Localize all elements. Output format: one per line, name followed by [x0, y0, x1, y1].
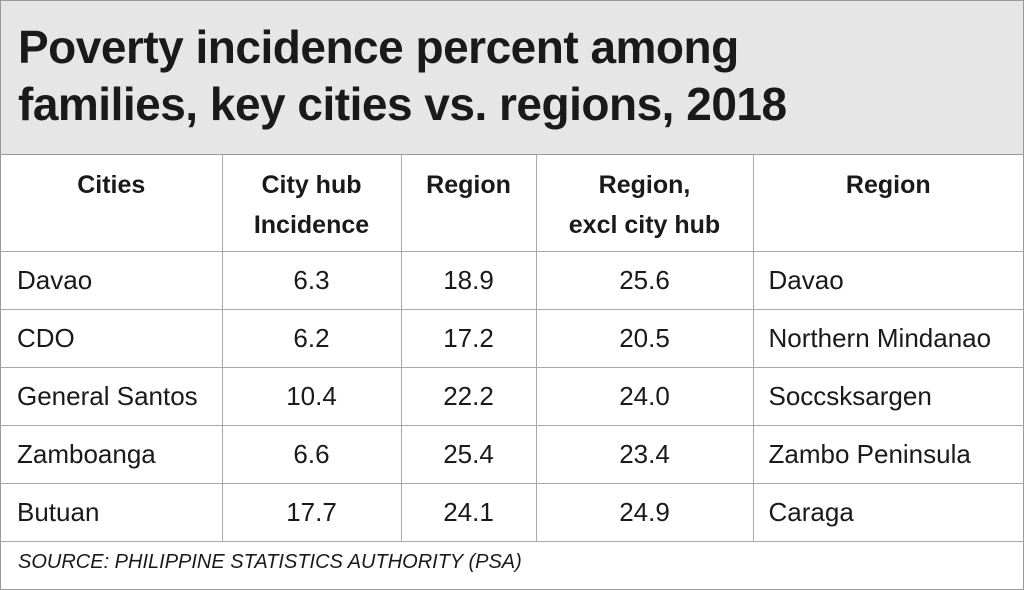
city-hub-incidence-cell: 6.6: [222, 425, 402, 484]
city-cell: Zamboanga: [1, 425, 223, 484]
region-name-cell: Soccsksargen: [753, 367, 1023, 426]
header-region-incidence: Region: [401, 155, 537, 252]
table-body: Davao 6.3 18.9 25.6 Davao CDO 6.2 17.2 20.5 North…: [1, 251, 1023, 542]
title-banner: Poverty incidence percent among families…: [1, 1, 1023, 155]
table-row: Zamboanga 6.6 25.4 23.4 Zambo Peninsula: [1, 425, 1023, 484]
city-cell: General Santos: [1, 367, 223, 426]
city-hub-incidence-cell: 6.3: [222, 251, 402, 310]
source-note: SOURCE: PHILIPPINE STATISTICS AUTHORITY …: [18, 551, 522, 573]
city-hub-incidence-cell: 17.7: [222, 483, 402, 542]
region-excl-city-hub-cell: 25.6: [536, 251, 754, 310]
header-region-excl-city-hub: Region, excl city hub: [536, 155, 754, 252]
region-name-cell: Caraga: [753, 483, 1023, 542]
header-cities: Cities: [1, 155, 223, 252]
title-line-1: Poverty incidence percent among: [18, 21, 739, 73]
city-cell: Butuan: [1, 483, 223, 542]
region-incidence-cell: 25.4: [401, 425, 537, 484]
table-row: CDO 6.2 17.2 20.5 Northern Mindanao: [1, 309, 1023, 368]
poverty-table: Cities City hub Incidence Region Region,…: [1, 155, 1023, 542]
region-excl-city-hub-cell: 20.5: [536, 309, 754, 368]
region-name-cell: Zambo Peninsula: [753, 425, 1023, 484]
table-row: Davao 6.3 18.9 25.6 Davao: [1, 251, 1023, 310]
title-line-2: families, key cities vs. regions, 2018: [18, 78, 787, 130]
header-row: Cities City hub Incidence Region Region,…: [1, 155, 1023, 252]
region-excl-city-hub-cell: 24.0: [536, 367, 754, 426]
header-region-name: Region: [753, 155, 1023, 252]
region-incidence-cell: 17.2: [401, 309, 537, 368]
city-hub-incidence-cell: 6.2: [222, 309, 402, 368]
city-cell: CDO: [1, 309, 223, 368]
region-incidence-cell: 18.9: [401, 251, 537, 310]
header-city-hub-incidence: City hub Incidence: [222, 155, 402, 252]
city-cell: Davao: [1, 251, 223, 310]
region-excl-city-hub-cell: 23.4: [536, 425, 754, 484]
table-row: Butuan 17.7 24.1 24.9 Caraga: [1, 483, 1023, 542]
region-excl-city-hub-cell: 24.9: [536, 483, 754, 542]
region-name-cell: Northern Mindanao: [753, 309, 1023, 368]
region-name-cell: Davao: [753, 251, 1023, 310]
city-hub-incidence-cell: 10.4: [222, 367, 402, 426]
table-row: General Santos 10.4 22.2 24.0 Soccsksargen: [1, 367, 1023, 426]
region-incidence-cell: 22.2: [401, 367, 537, 426]
region-incidence-cell: 24.1: [401, 483, 537, 542]
